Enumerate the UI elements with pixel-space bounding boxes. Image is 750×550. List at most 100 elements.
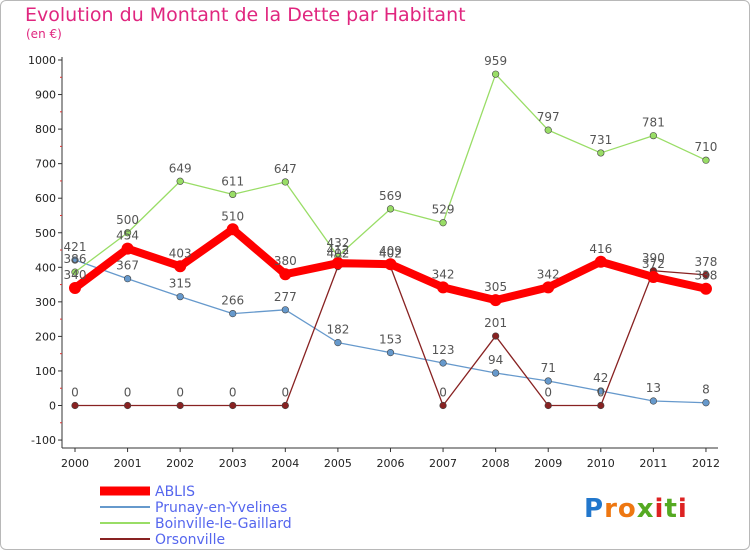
data-point [492,332,500,340]
data-point [439,359,447,367]
data-label: 412 [326,243,349,257]
data-point [386,349,395,357]
x-tick-label: 2000 [61,457,89,470]
data-label: 0 [229,386,237,400]
x-tick-label: 2003 [219,457,247,470]
logo-text: Proxiti [584,494,688,524]
data-point [71,256,79,264]
y-tick-label: -100 [31,434,56,447]
data-label: 781 [642,116,665,130]
data-point [649,397,657,405]
y-tick-label: 900 [35,89,56,102]
x-tick-label: 2008 [482,457,510,470]
y-tick-label: 600 [35,192,56,205]
data-label: 409 [379,244,402,258]
data-point [439,219,447,227]
x-tick-label: 2001 [114,457,142,470]
data-label: 402 [326,247,349,261]
y-tick-label: 200 [35,330,56,343]
logo-letter: o [618,494,637,524]
data-label: 0 [597,386,605,400]
logo-letter: i [678,494,688,524]
data-point [702,271,710,279]
data-point [702,399,710,407]
y-tick-label: 1000 [28,54,56,67]
data-label: 529 [432,203,455,217]
data-label: 416 [589,242,612,256]
data-label: 71 [541,361,556,375]
data-label: 315 [169,277,192,291]
data-point [176,293,184,301]
data-label: 8 [702,383,710,397]
data-label: 386 [64,252,87,266]
data-point [544,401,552,410]
data-point [594,255,607,268]
data-point [71,268,79,276]
data-label: 153 [379,333,402,347]
logo-letter: P [584,494,604,524]
proxiti-logo: Proxiti [584,494,688,524]
data-point [544,377,552,385]
y-tick-label: 500 [35,227,56,240]
data-point [492,70,500,78]
data-point [229,190,237,198]
legend: ABLISPrunay-en-YvelinesBoinville-le-Gail… [100,484,292,548]
legend-label: Boinville-le-Gaillard [155,516,292,532]
data-label: 201 [484,316,507,330]
x-tick-label: 2012 [692,457,720,470]
data-point [492,369,500,377]
data-label: 42 [593,371,608,385]
x-tick-label: 2011 [639,457,667,470]
data-label: 338 [695,269,718,283]
data-label: 0 [71,386,79,400]
series-layer [69,70,712,410]
data-labels: 340 454 403 510 380 412 409 342 305 342 416 372 338 4… [64,54,718,399]
data-label: 510 [221,209,244,223]
x-tick-label: 2004 [271,457,299,470]
data-label: 959 [484,54,507,68]
data-point [123,229,132,237]
logo-letter: r [604,494,618,524]
data-label: 266 [221,294,244,308]
data-label: 13 [646,381,661,395]
data-point [334,339,342,347]
data-point [699,282,712,295]
data-point [384,258,397,271]
data-label: 182 [326,323,349,337]
data-label: 305 [484,280,507,294]
data-point [69,282,81,295]
data-point [281,306,289,314]
data-point [123,401,132,410]
data-point [229,309,237,318]
data-label: 277 [274,290,297,304]
data-point [649,132,657,140]
data-label: 731 [589,133,612,147]
data-point [544,126,552,134]
data-point [331,257,344,270]
y-tick-label: 400 [35,261,56,274]
chart-subtitle: (en €) [26,27,62,41]
data-label: 380 [274,254,297,268]
data-point [71,401,79,410]
data-label: 569 [379,189,402,203]
data-point [439,401,447,410]
data-point [489,294,502,307]
data-label: 402 [379,247,402,261]
data-label: 500 [116,213,139,227]
data-point [176,177,184,185]
x-tick-label: 2005 [324,457,352,470]
x-tick-label: 2010 [587,457,615,470]
data-label: 454 [116,229,139,243]
x-tick-label: 2009 [534,457,562,470]
data-label: 647 [274,162,297,176]
data-label: 0 [176,386,184,400]
data-point [281,178,289,186]
data-label: 340 [64,268,87,282]
data-point [176,401,184,410]
data-point [597,387,605,395]
data-point [123,275,132,283]
legend-label: Prunay-en-Yvelines [155,500,287,516]
legend-label: Orsonville [155,532,225,548]
data-label: 432 [326,236,349,250]
